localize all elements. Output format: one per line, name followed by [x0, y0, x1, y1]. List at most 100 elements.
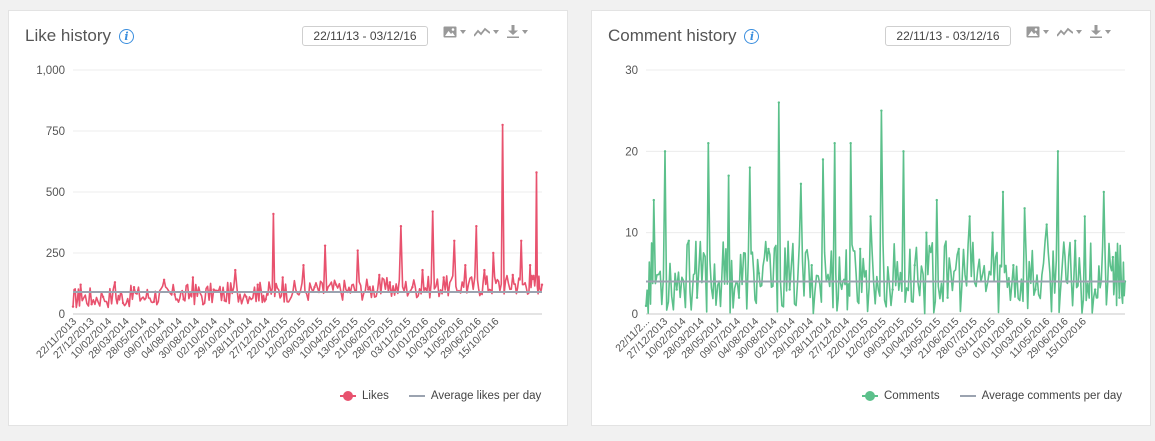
data-point: [453, 239, 456, 242]
data-point: [810, 264, 813, 267]
date-range-picker[interactable]: 22/11/13 - 03/12/16: [302, 26, 428, 46]
data-point: [821, 158, 825, 161]
data-point: [858, 247, 862, 251]
data-point: [79, 283, 82, 286]
data-point: [378, 273, 381, 277]
data-point: [695, 296, 699, 299]
image-export-button[interactable]: [1026, 25, 1049, 38]
data-point: [913, 264, 916, 267]
image-icon: [1026, 26, 1040, 37]
data-point: [356, 249, 359, 252]
data-point: [162, 278, 166, 282]
data-point: [1001, 190, 1005, 194]
info-icon[interactable]: i: [744, 28, 760, 44]
date-range-picker[interactable]: 22/11/13 - 03/12/16: [885, 26, 1011, 46]
legend-marker: [862, 391, 878, 401]
data-point: [833, 142, 836, 145]
image-export-button[interactable]: [443, 25, 466, 38]
data-point: [991, 231, 994, 234]
comment-history-panel: Comment history i 22/11/13 - 03/12/16 0 1…: [591, 10, 1151, 426]
info-icon[interactable]: i: [118, 28, 134, 44]
image-icon: [443, 26, 457, 37]
legend-item-likes[interactable]: Likes: [340, 390, 389, 402]
data-point: [849, 142, 852, 145]
data-point: [464, 264, 467, 267]
data-point: [1118, 296, 1121, 299]
chart-legend: Comments Average comments per day: [862, 390, 1122, 402]
data-point: [388, 281, 392, 284]
data-point: [707, 142, 710, 145]
data-point: [644, 304, 648, 308]
chart-type-button[interactable]: [1057, 25, 1082, 38]
data-point: [475, 224, 478, 228]
data-point: [737, 296, 741, 299]
line-chart-icon: [474, 27, 490, 37]
data-point: [1034, 288, 1037, 291]
data-point: [201, 303, 205, 306]
like-history-title: Like history: [25, 26, 111, 45]
legend-item-average[interactable]: Average likes per day: [408, 390, 541, 402]
data-point: [90, 303, 93, 306]
data-point: [799, 182, 803, 186]
chart-type-button[interactable]: [474, 25, 499, 38]
data-point: [946, 296, 949, 299]
data-point: [1093, 288, 1097, 291]
data-point: [757, 272, 761, 275]
y-tick-label: 30: [625, 65, 638, 77]
data-point: [652, 198, 655, 202]
data-point: [968, 215, 971, 218]
data-point: [272, 212, 275, 216]
y-tick-label: 0: [632, 309, 638, 321]
chart-toolbar: [443, 25, 528, 38]
download-icon: [507, 25, 519, 38]
data-point: [223, 299, 226, 302]
data-point: [173, 293, 176, 296]
download-icon: [1090, 25, 1102, 38]
legend-item-comments[interactable]: Comments: [862, 390, 940, 402]
download-button[interactable]: [507, 25, 528, 38]
data-point: [1056, 150, 1060, 153]
legend-label: Average comments per day: [981, 390, 1123, 402]
data-point: [431, 210, 434, 213]
panel-title: Comment history i: [608, 26, 760, 46]
data-point: [748, 166, 752, 169]
data-point: [869, 215, 872, 218]
data-point: [256, 283, 259, 286]
data-point: [334, 283, 338, 286]
data-point: [101, 295, 105, 299]
y-tick-label: 1,000: [36, 65, 65, 77]
data-point: [442, 276, 445, 279]
data-point: [71, 305, 75, 308]
legend-marker: [340, 391, 356, 401]
data-point: [313, 285, 316, 289]
data-point: [182, 298, 185, 301]
y-tick-label: 0: [59, 309, 65, 321]
data-point: [492, 251, 495, 255]
chart-legend: Likes Average likes per day: [340, 390, 541, 402]
data-point: [501, 123, 504, 127]
series-line-comments: [645, 101, 1126, 315]
panel-title: Like history i: [25, 26, 134, 46]
data-point: [302, 264, 305, 267]
data-point: [113, 281, 117, 284]
data-point: [264, 298, 267, 301]
data-point: [935, 198, 938, 202]
y-tick-label: 20: [625, 146, 638, 158]
y-tick-label: 10: [625, 228, 638, 240]
data-point: [1074, 239, 1077, 242]
data-point: [191, 276, 195, 279]
data-point: [399, 224, 403, 228]
data-point: [902, 150, 905, 153]
data-point: [687, 239, 691, 242]
legend-label: Likes: [362, 390, 389, 402]
data-point: [121, 301, 125, 305]
download-button[interactable]: [1090, 25, 1111, 38]
data-point: [143, 298, 146, 301]
data-point: [323, 244, 327, 247]
data-point: [777, 101, 781, 104]
data-point: [234, 268, 237, 272]
data-point: [880, 109, 883, 112]
legend-item-average[interactable]: Average comments per day: [959, 390, 1123, 402]
like-history-panel: Like history i 22/11/13 - 03/12/16 0 250 5…: [8, 10, 568, 426]
data-point: [925, 231, 928, 234]
